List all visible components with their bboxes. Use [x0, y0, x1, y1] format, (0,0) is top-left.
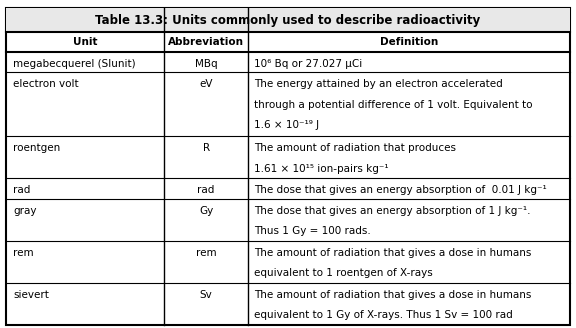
Text: 1.6 × 10⁻¹⁹ J: 1.6 × 10⁻¹⁹ J	[254, 120, 319, 130]
Text: electron volt: electron volt	[13, 79, 79, 89]
Bar	[6, 8, 570, 32]
Text: The dose that gives an energy absorption of  0.01 J kg⁻¹: The dose that gives an energy absorption…	[254, 186, 547, 195]
Text: eV: eV	[199, 79, 213, 89]
Text: The dose that gives an energy absorption of 1 J kg⁻¹.: The dose that gives an energy absorption…	[254, 206, 530, 215]
Text: MBq: MBq	[195, 59, 218, 69]
Text: rem: rem	[13, 248, 34, 257]
Text: R: R	[203, 143, 210, 154]
Text: Gy: Gy	[199, 206, 213, 215]
Text: 1.61 × 10¹⁵ ion-pairs kg⁻¹: 1.61 × 10¹⁵ ion-pairs kg⁻¹	[254, 164, 389, 174]
Text: Abbreviation: Abbreviation	[168, 37, 244, 47]
Text: The energy attained by an electron accelerated: The energy attained by an electron accel…	[254, 79, 503, 89]
Text: gray: gray	[13, 206, 37, 215]
Text: The amount of radiation that produces: The amount of radiation that produces	[254, 143, 456, 154]
Text: equivalent to 1 roentgen of X-rays: equivalent to 1 roentgen of X-rays	[254, 268, 433, 278]
Text: megabecquerel (SIunit): megabecquerel (SIunit)	[13, 59, 136, 69]
Text: roentgen: roentgen	[13, 143, 60, 154]
Text: Definition: Definition	[380, 37, 438, 47]
Text: Table 13.3: Units commonly used to describe radioactivity: Table 13.3: Units commonly used to descr…	[96, 14, 480, 27]
Text: Thus 1 Gy = 100 rads.: Thus 1 Gy = 100 rads.	[254, 226, 371, 236]
Text: rad: rad	[198, 186, 215, 195]
Text: Sv: Sv	[200, 290, 213, 300]
Text: rad: rad	[13, 186, 31, 195]
Text: through a potential difference of 1 volt. Equivalent to: through a potential difference of 1 volt…	[254, 100, 533, 110]
Text: sievert: sievert	[13, 290, 49, 300]
Text: The amount of radiation that gives a dose in humans: The amount of radiation that gives a dos…	[254, 248, 532, 257]
Text: 10⁶ Bq or 27.027 μCi: 10⁶ Bq or 27.027 μCi	[254, 59, 362, 69]
Text: rem: rem	[196, 248, 217, 257]
Text: The amount of radiation that gives a dose in humans: The amount of radiation that gives a dos…	[254, 290, 532, 300]
Text: Unit: Unit	[73, 37, 97, 47]
Text: equivalent to 1 Gy of X-rays. Thus 1 Sv = 100 rad: equivalent to 1 Gy of X-rays. Thus 1 Sv …	[254, 310, 513, 320]
